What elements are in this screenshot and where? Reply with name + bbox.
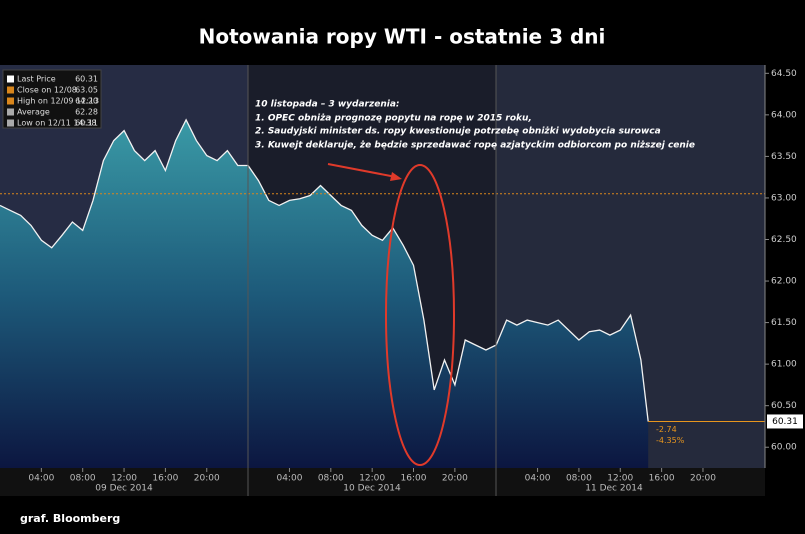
legend-value: 60.31 — [75, 75, 98, 84]
highlight-ellipse — [385, 164, 455, 466]
price-line — [0, 118, 649, 422]
day-label: 09 Dec 2014 — [95, 484, 153, 494]
change-label: -2.74 — [656, 425, 677, 434]
annotation: 10 listopada – 3 wydarzenia: — [255, 100, 400, 110]
x-axis-bg — [0, 468, 765, 496]
annotation: 1. OPEC obniża prognozę popytu na ropę w… — [255, 114, 532, 124]
x-tick-label: 04:00 — [28, 474, 54, 484]
footer: graf. Bloomberg — [20, 512, 120, 525]
arrow — [327, 163, 397, 178]
y-tick-label: 61.50 — [771, 318, 797, 328]
change-label: -4.35% — [656, 436, 685, 445]
area — [0, 119, 649, 469]
y-tick-label: 64.00 — [771, 110, 797, 120]
last-price-label: 60.31 — [772, 417, 798, 427]
legend-label: Low on 12/11 14:38 — [17, 119, 96, 128]
y-tick-label: 63.50 — [771, 152, 797, 162]
legend-label: High on 12/09 12:13 — [17, 97, 99, 106]
x-tick-label: 16:00 — [649, 474, 675, 484]
last-price-box — [767, 414, 803, 429]
y-tick-label: 62.50 — [771, 235, 797, 245]
day-label: 10 Dec 2014 — [343, 484, 401, 494]
x-tick-label: 12:00 — [359, 474, 385, 484]
y-tick-label: 64.50 — [771, 69, 797, 79]
annotation: 3. Kuwejt deklaruje, że będzie sprzedawa… — [255, 140, 695, 151]
legend-value: 62.28 — [75, 108, 98, 117]
legend-label: Last Price — [17, 75, 56, 84]
x-tick-label: 08:00 — [70, 474, 96, 484]
legend-label: Average — [17, 108, 50, 117]
x-tick-label: 16:00 — [152, 474, 178, 484]
legend-swatch — [7, 75, 14, 83]
x-tick-label: 20:00 — [442, 474, 468, 484]
x-tick-label: 20:00 — [194, 474, 220, 484]
x-tick-label: 12:00 — [607, 474, 633, 484]
annotation: 2. Saudyjski minister ds. ropy kwestionu… — [255, 127, 661, 137]
x-tick-label: 08:00 — [318, 474, 344, 484]
legend-swatch — [7, 86, 14, 94]
arrow-head — [390, 172, 402, 181]
legend-label: Close on 12/08 — [17, 86, 77, 95]
x-tick-label: 04:00 — [276, 474, 302, 484]
day-label: 11 Dec 2014 — [585, 484, 643, 494]
legend-value: 60.11 — [75, 119, 98, 128]
x-tick-label: 08:00 — [566, 474, 592, 484]
y-tick-label: 63.00 — [771, 193, 797, 203]
y-tick-label: 60.00 — [771, 443, 797, 453]
x-tick-label: 20:00 — [690, 474, 716, 484]
legend-value: 63.05 — [75, 86, 98, 95]
legend-swatch — [7, 97, 14, 105]
legend-swatch — [7, 119, 14, 127]
legend-value: 64.20 — [75, 97, 98, 106]
legend-box — [2, 69, 102, 129]
x-tick-label: 12:00 — [111, 474, 137, 484]
x-tick-label: 16:00 — [401, 474, 427, 484]
y-tick-label: 61.00 — [771, 360, 797, 370]
x-tick-label: 04:00 — [525, 474, 551, 484]
y-tick-label: 60.50 — [771, 401, 797, 411]
chart-title: Notowania ropy WTI - ostatnie 3 dni — [199, 25, 606, 49]
y-tick-label: 62.00 — [771, 277, 797, 287]
legend-swatch — [7, 108, 14, 116]
